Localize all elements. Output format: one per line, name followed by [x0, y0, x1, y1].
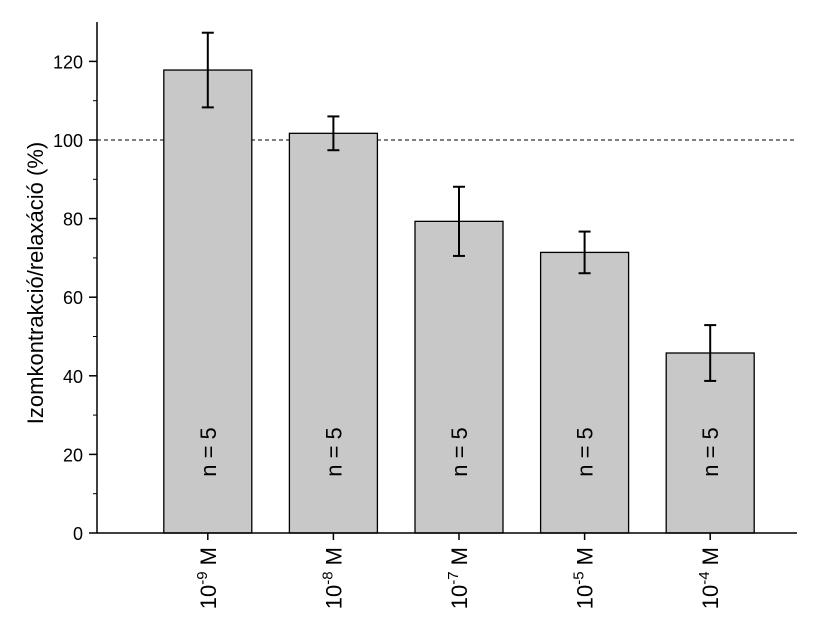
y-tick-label: 20	[63, 445, 83, 465]
bar-count-label: n = 5	[447, 427, 472, 477]
bar-count-label: n = 5	[321, 427, 346, 477]
y-axis-label: Izomkontrakció/relaxáció (%)	[23, 142, 48, 424]
bar-count-label: n = 5	[196, 427, 221, 477]
y-tick-label: 80	[63, 210, 83, 230]
y-tick-label: 120	[53, 52, 83, 72]
bar	[414, 220, 504, 534]
bar	[665, 352, 755, 534]
bar-count-label: n = 5	[573, 427, 598, 477]
y-tick-label: 0	[73, 524, 83, 544]
x-tick-label: 10-7 M	[445, 547, 472, 609]
x-tick-label: 10-4 M	[696, 547, 723, 609]
axes-layer: 10-9 M 10-8 M 10-7 M 10-5 M 10-4 M 0 20 40 60 80 1…	[53, 22, 797, 609]
error-bar	[704, 324, 717, 382]
error-bar	[327, 115, 340, 152]
bar	[288, 132, 379, 534]
x-tick-label: 10-8 M	[319, 547, 346, 609]
bar-count-label: n = 5	[698, 427, 723, 477]
error-bar	[453, 185, 465, 257]
y-tick-label: 100	[53, 131, 83, 151]
x-tick-label: 10-9 M	[194, 547, 221, 609]
y-tick-label: 60	[63, 288, 83, 308]
error-bar	[578, 230, 591, 275]
y-tick-label: 40	[63, 367, 83, 387]
bar	[163, 69, 253, 534]
error-bar	[201, 31, 214, 109]
bar	[539, 251, 630, 534]
bars-layer: n = 5 n = 5 n = 5 n = 5 n = 5	[163, 31, 755, 534]
x-tick-label: 10-5 M	[571, 547, 598, 609]
